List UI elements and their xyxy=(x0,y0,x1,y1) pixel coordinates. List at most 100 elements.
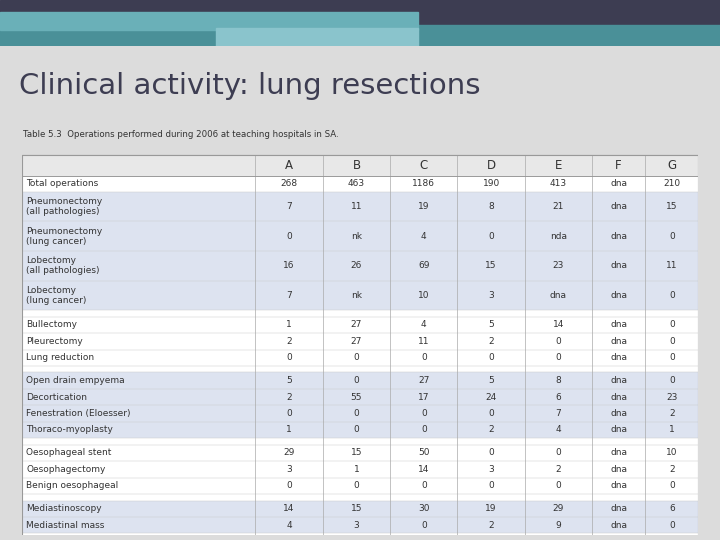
Text: 2: 2 xyxy=(287,393,292,402)
Text: 4: 4 xyxy=(421,232,426,241)
Text: Bullectomy: Bullectomy xyxy=(27,320,77,329)
Text: 0: 0 xyxy=(488,448,494,457)
Text: Mediastinoscopy: Mediastinoscopy xyxy=(27,504,102,513)
Text: Benign oesophageal: Benign oesophageal xyxy=(27,481,119,490)
Text: 0: 0 xyxy=(669,481,675,490)
Text: 0: 0 xyxy=(287,481,292,490)
Text: Oesophagectomy: Oesophagectomy xyxy=(27,465,106,474)
Text: Decortication: Decortication xyxy=(27,393,87,402)
Bar xyxy=(22,501,698,517)
Bar xyxy=(22,192,698,221)
Text: Clinical activity: lung resections: Clinical activity: lung resections xyxy=(19,72,480,100)
Text: 0: 0 xyxy=(488,409,494,418)
Text: 15: 15 xyxy=(351,448,362,457)
Text: 210: 210 xyxy=(663,179,680,188)
Text: Total operations: Total operations xyxy=(27,179,99,188)
Text: 0: 0 xyxy=(287,232,292,241)
Text: nk: nk xyxy=(351,291,362,300)
Bar xyxy=(22,310,698,316)
Text: 29: 29 xyxy=(284,448,294,457)
Text: 19: 19 xyxy=(418,202,430,211)
Text: 3: 3 xyxy=(354,521,359,530)
Text: 17: 17 xyxy=(418,393,430,402)
Text: 3: 3 xyxy=(287,465,292,474)
Text: 0: 0 xyxy=(287,353,292,362)
Text: C: C xyxy=(420,159,428,172)
Text: 0: 0 xyxy=(354,481,359,490)
Text: nk: nk xyxy=(351,232,362,241)
Text: 1186: 1186 xyxy=(413,179,436,188)
Text: 26: 26 xyxy=(351,261,362,271)
Text: 0: 0 xyxy=(556,481,562,490)
Text: 0: 0 xyxy=(669,291,675,300)
Text: 27: 27 xyxy=(351,320,362,329)
Text: B: B xyxy=(352,159,361,172)
Text: 5: 5 xyxy=(488,320,494,329)
Text: 7: 7 xyxy=(287,202,292,211)
Text: dna: dna xyxy=(610,409,627,418)
Text: 2: 2 xyxy=(488,521,494,530)
Text: Fenestration (Eloesser): Fenestration (Eloesser) xyxy=(27,409,131,418)
Text: 2: 2 xyxy=(488,337,494,346)
Text: 0: 0 xyxy=(488,481,494,490)
Text: 4: 4 xyxy=(287,521,292,530)
Text: dna: dna xyxy=(610,393,627,402)
Bar xyxy=(22,251,698,281)
Bar xyxy=(22,155,698,176)
Text: 0: 0 xyxy=(488,353,494,362)
Text: 3: 3 xyxy=(488,291,494,300)
Text: 0: 0 xyxy=(488,232,494,241)
Text: 10: 10 xyxy=(418,291,430,300)
Text: 27: 27 xyxy=(418,376,429,385)
Text: dna: dna xyxy=(610,202,627,211)
Bar xyxy=(22,461,698,477)
Text: 69: 69 xyxy=(418,261,430,271)
Text: 2: 2 xyxy=(669,465,675,474)
Text: 15: 15 xyxy=(351,504,362,513)
Text: 14: 14 xyxy=(553,320,564,329)
Text: 0: 0 xyxy=(421,353,427,362)
Text: 14: 14 xyxy=(284,504,294,513)
Text: 0: 0 xyxy=(669,353,675,362)
Text: Pleurectomy: Pleurectomy xyxy=(27,337,83,346)
Text: dna: dna xyxy=(610,481,627,490)
Text: 10: 10 xyxy=(666,448,678,457)
Text: 24: 24 xyxy=(485,393,497,402)
Text: 15: 15 xyxy=(485,261,497,271)
Text: 6: 6 xyxy=(669,504,675,513)
Text: 8: 8 xyxy=(556,376,562,385)
Text: 7: 7 xyxy=(287,291,292,300)
Bar xyxy=(22,534,698,540)
Bar xyxy=(216,29,418,46)
Text: 2: 2 xyxy=(669,409,675,418)
Text: dna: dna xyxy=(610,261,627,271)
Text: 0: 0 xyxy=(354,426,359,435)
Text: Lobectomy
(lung cancer): Lobectomy (lung cancer) xyxy=(27,286,86,305)
Text: 8: 8 xyxy=(488,202,494,211)
Bar xyxy=(22,517,698,534)
Text: F: F xyxy=(616,159,622,172)
Text: 2: 2 xyxy=(287,337,292,346)
Text: dna: dna xyxy=(610,426,627,435)
Text: 0: 0 xyxy=(421,426,427,435)
Text: dna: dna xyxy=(610,504,627,513)
Text: 7: 7 xyxy=(556,409,562,418)
Bar xyxy=(0,25,720,46)
Text: 1: 1 xyxy=(287,320,292,329)
Text: 55: 55 xyxy=(351,393,362,402)
Text: 23: 23 xyxy=(553,261,564,271)
Bar xyxy=(0,12,418,30)
Bar xyxy=(22,366,698,373)
Text: 11: 11 xyxy=(666,261,678,271)
Text: nda: nda xyxy=(550,232,567,241)
Text: dna: dna xyxy=(610,353,627,362)
Text: 6: 6 xyxy=(556,393,562,402)
Text: Pneumonectomy
(all pathologies): Pneumonectomy (all pathologies) xyxy=(27,197,102,217)
Bar xyxy=(22,281,698,310)
Bar xyxy=(22,422,698,438)
Text: 0: 0 xyxy=(421,409,427,418)
Text: dna: dna xyxy=(550,291,567,300)
Text: G: G xyxy=(667,159,676,172)
Text: dna: dna xyxy=(610,465,627,474)
Text: E: E xyxy=(554,159,562,172)
